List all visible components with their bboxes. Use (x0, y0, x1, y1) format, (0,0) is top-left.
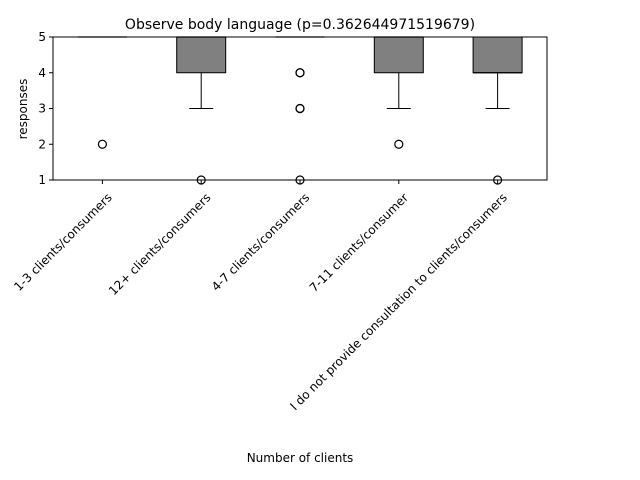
outlier-point (394, 139, 404, 149)
y-tick-label: 3 (38, 102, 46, 116)
x-tick-label: 4-7 clients/consumers (209, 190, 312, 293)
outlier-point (97, 139, 108, 149)
y-tick-label: 1 (38, 173, 46, 187)
outlier-point (295, 68, 305, 78)
box (472, 36, 523, 74)
plot-frame (52, 36, 548, 181)
chart-title: Observe body language (p=0.3626449715196… (125, 17, 475, 33)
x-axis-label: Number of clients (247, 451, 354, 465)
x-tick-label: 7-11 clients/consumer (307, 190, 411, 294)
x-tick-label: 1-3 clients/consumers (11, 190, 114, 293)
y-tick-label: 2 (38, 137, 46, 151)
x-tick-label: 12+ clients/consumers (106, 190, 214, 298)
x-tick-label: I do not provide consultation to clients… (287, 190, 510, 413)
box (176, 36, 227, 74)
y-tick-label: 5 (38, 30, 46, 44)
y-axis-label: responses (16, 79, 30, 140)
y-tick-label: 4 (38, 66, 46, 80)
box (373, 36, 424, 74)
outlier-point (295, 103, 305, 114)
